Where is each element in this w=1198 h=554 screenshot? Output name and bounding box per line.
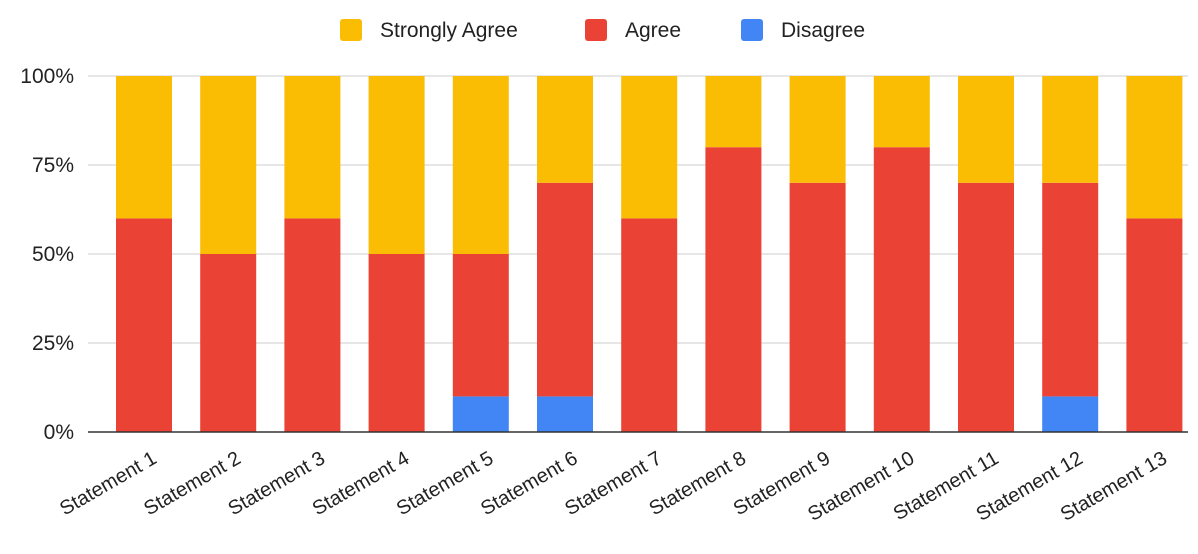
legend-swatch [585, 19, 607, 41]
y-tick-label: 50% [32, 243, 74, 266]
bar-segment-agree [116, 218, 172, 432]
y-tick-label: 25% [32, 332, 74, 355]
bar-segment-strongly-agree [705, 76, 762, 148]
legend-label: Disagree [781, 19, 865, 42]
bar-segment-strongly-agree [1126, 76, 1183, 219]
bar-segment-strongly-agree [621, 76, 678, 219]
bar-segment-disagree [452, 396, 509, 432]
bar-segment-agree [537, 182, 593, 397]
legend-swatch [741, 19, 763, 41]
bar-segment-strongly-agree [1042, 76, 1099, 183]
bar-segment-agree [452, 254, 509, 397]
legend: Strongly Agree Agree Disagree [340, 19, 865, 42]
bars [116, 76, 1183, 432]
bar-segment-disagree [1042, 396, 1099, 432]
y-tick-label: 100% [20, 65, 74, 88]
bar-segment-agree [200, 254, 257, 432]
bar-segment-agree [1042, 182, 1099, 397]
y-tick-label: 0% [44, 421, 74, 444]
legend-swatch [340, 19, 362, 41]
bar-segment-agree [621, 218, 678, 432]
bar-segment-agree [958, 182, 1014, 432]
bar-segment-strongly-agree [873, 76, 930, 148]
legend-label: Strongly Agree [380, 19, 518, 42]
bar-segment-strongly-agree [368, 76, 425, 254]
y-tick-label: 75% [32, 154, 74, 177]
bar-segment-agree [1126, 218, 1183, 432]
legend-label: Agree [625, 19, 681, 42]
bar-segment-strongly-agree [958, 76, 1014, 183]
bar-segment-strongly-agree [537, 76, 593, 183]
bar-segment-strongly-agree [284, 76, 341, 219]
bar-segment-strongly-agree [200, 76, 257, 254]
bar-segment-strongly-agree [452, 76, 509, 254]
bar-segment-agree [873, 147, 930, 432]
bar-segment-strongly-agree [116, 76, 172, 219]
bar-segment-agree [705, 147, 762, 432]
bar-segment-disagree [537, 396, 593, 432]
bar-segment-agree [789, 182, 846, 432]
bar-segment-strongly-agree [789, 76, 846, 183]
bar-segment-agree [368, 254, 425, 432]
bar-segment-agree [284, 218, 341, 432]
